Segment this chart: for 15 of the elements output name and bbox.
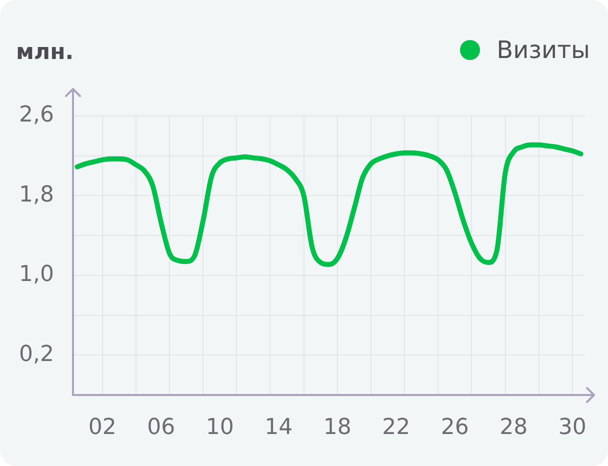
y-tick-label: 0,2	[19, 342, 54, 367]
y-axis-title: млн.	[16, 40, 74, 65]
x-tick-label: 30	[558, 414, 586, 440]
x-tick-label: 22	[382, 414, 410, 440]
x-tick-label: 02	[88, 414, 116, 440]
legend-label: Визиты	[496, 36, 590, 64]
x-tick-label: 28	[500, 414, 528, 440]
y-tick-label: 1,0	[19, 262, 54, 288]
y-tick-label: 2,6	[19, 102, 54, 128]
y-tick-label: 1,8	[19, 182, 54, 208]
x-tick-label: 06	[147, 414, 176, 440]
x-tick-label: 10	[206, 414, 234, 440]
x-tick-label: 14	[264, 414, 293, 440]
x-tick-label: 18	[323, 414, 352, 440]
x-tick-label: 26	[440, 414, 469, 440]
